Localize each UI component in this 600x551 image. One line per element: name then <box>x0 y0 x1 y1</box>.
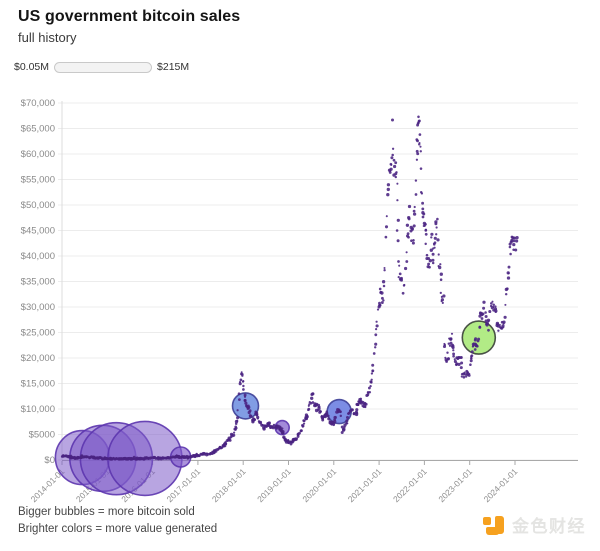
color-legend: $0.05M $215M <box>14 61 189 73</box>
svg-text:$55,000: $55,000 <box>21 175 55 186</box>
footnotes: Bigger bubbles = more bitcoin sold Brigh… <box>18 504 217 538</box>
svg-text:2024-01-01: 2024-01-01 <box>482 466 520 504</box>
svg-text:2018-01-01: 2018-01-01 <box>210 466 248 504</box>
sale-bubble[interactable] <box>461 320 497 355</box>
svg-text:2022-01-01: 2022-01-01 <box>391 466 429 504</box>
svg-text:$35,000: $35,000 <box>21 277 55 288</box>
sale-bubbles[interactable] <box>54 320 497 497</box>
svg-text:$45,000: $45,000 <box>21 226 55 237</box>
page-subtitle: full history <box>18 30 77 45</box>
price-dots <box>60 115 519 461</box>
legend-min-label: $0.05M <box>14 61 50 73</box>
svg-text:2021-01-01: 2021-01-01 <box>346 466 384 504</box>
jinse-logo-icon <box>482 513 506 537</box>
svg-text:$50,000: $50,000 <box>21 200 55 211</box>
svg-text:$60,000: $60,000 <box>21 149 55 160</box>
note-bubbles: Bigger bubbles = more bitcoin sold <box>18 506 195 518</box>
svg-text:2023-01-01: 2023-01-01 <box>436 466 474 504</box>
svg-text:$15,000: $15,000 <box>21 379 55 390</box>
svg-text:$40,000: $40,000 <box>21 251 55 262</box>
svg-text:$10,000: $10,000 <box>21 404 55 415</box>
grid-lines <box>58 102 578 461</box>
svg-text:2020-01-01: 2020-01-01 <box>300 466 338 504</box>
svg-text:$25,000: $25,000 <box>21 328 55 339</box>
svg-text:$0: $0 <box>44 455 55 466</box>
legend-gradient-bar <box>54 61 153 73</box>
page-title: US government bitcoin sales <box>18 8 241 25</box>
svg-text:$65,000: $65,000 <box>21 124 55 135</box>
legend-max-label: $215M <box>157 61 190 73</box>
svg-text:$30,000: $30,000 <box>21 302 55 313</box>
svg-text:$5000: $5000 <box>29 430 55 441</box>
watermark-text: 金色财经 <box>512 517 586 536</box>
note-colors: Brighter colors = more value generated <box>18 523 218 535</box>
svg-text:$70,000: $70,000 <box>21 98 55 109</box>
svg-text:$20,000: $20,000 <box>21 353 55 364</box>
svg-text:2019-01-01: 2019-01-01 <box>255 466 293 504</box>
y-axis-labels: $0 $5000 $10,000 $15,000 $20,000 $25,000 $30,0… <box>21 98 55 466</box>
watermark-logo: 金色财经 <box>482 512 586 537</box>
